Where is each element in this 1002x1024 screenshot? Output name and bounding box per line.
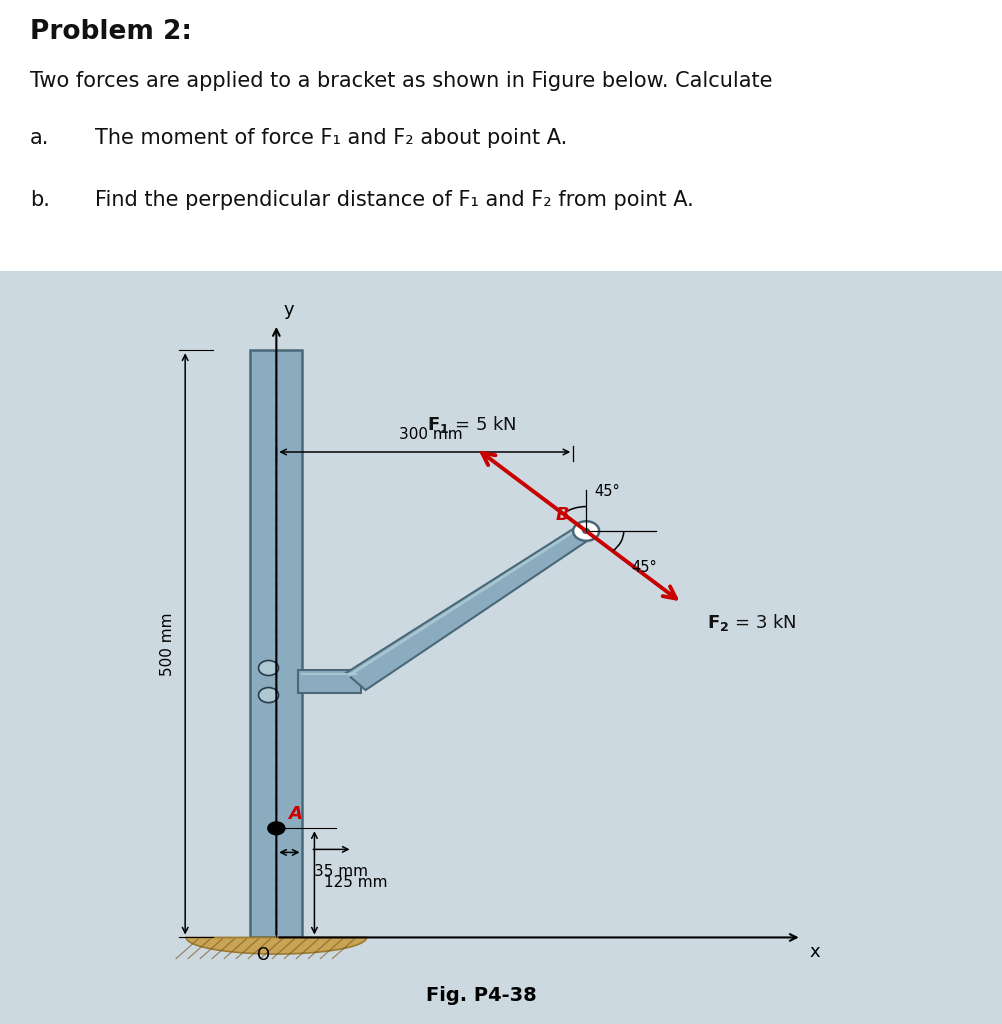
Polygon shape [346, 525, 593, 690]
Text: 35 mm: 35 mm [315, 863, 369, 879]
Text: $\mathbf{F_2}$ = 3 kN: $\mathbf{F_2}$ = 3 kN [706, 612, 797, 633]
Text: 45°: 45° [594, 484, 620, 500]
Text: 300 mm: 300 mm [400, 427, 463, 442]
Text: Fig. P4-38: Fig. P4-38 [426, 986, 536, 1005]
Text: 125 mm: 125 mm [325, 876, 388, 891]
Polygon shape [0, 271, 1002, 1024]
Text: Problem 2:: Problem 2: [30, 19, 192, 45]
Text: a.: a. [30, 128, 49, 147]
Text: O: O [257, 946, 270, 965]
Text: 45°: 45° [631, 560, 657, 574]
Text: Find the perpendicular distance of F₁ and F₂ from point A.: Find the perpendicular distance of F₁ an… [95, 190, 694, 210]
Circle shape [268, 822, 285, 835]
Circle shape [573, 521, 599, 541]
Circle shape [259, 660, 279, 676]
Circle shape [582, 528, 590, 535]
Text: Two forces are applied to a bracket as shown in Figure below. Calculate: Two forces are applied to a bracket as s… [30, 71, 773, 90]
Text: y: y [284, 301, 294, 318]
Polygon shape [250, 350, 303, 937]
Text: $\mathbf{F_1}$ = 5 kN: $\mathbf{F_1}$ = 5 kN [427, 414, 516, 435]
Text: B: B [556, 507, 570, 524]
Text: x: x [810, 943, 821, 962]
Circle shape [259, 687, 279, 702]
Text: 500 mm: 500 mm [159, 612, 174, 676]
Polygon shape [186, 937, 367, 954]
Polygon shape [299, 671, 361, 693]
Text: b.: b. [30, 190, 50, 210]
Text: The moment of force F₁ and F₂ about point A.: The moment of force F₁ and F₂ about poin… [95, 128, 567, 147]
Text: A: A [289, 805, 303, 823]
